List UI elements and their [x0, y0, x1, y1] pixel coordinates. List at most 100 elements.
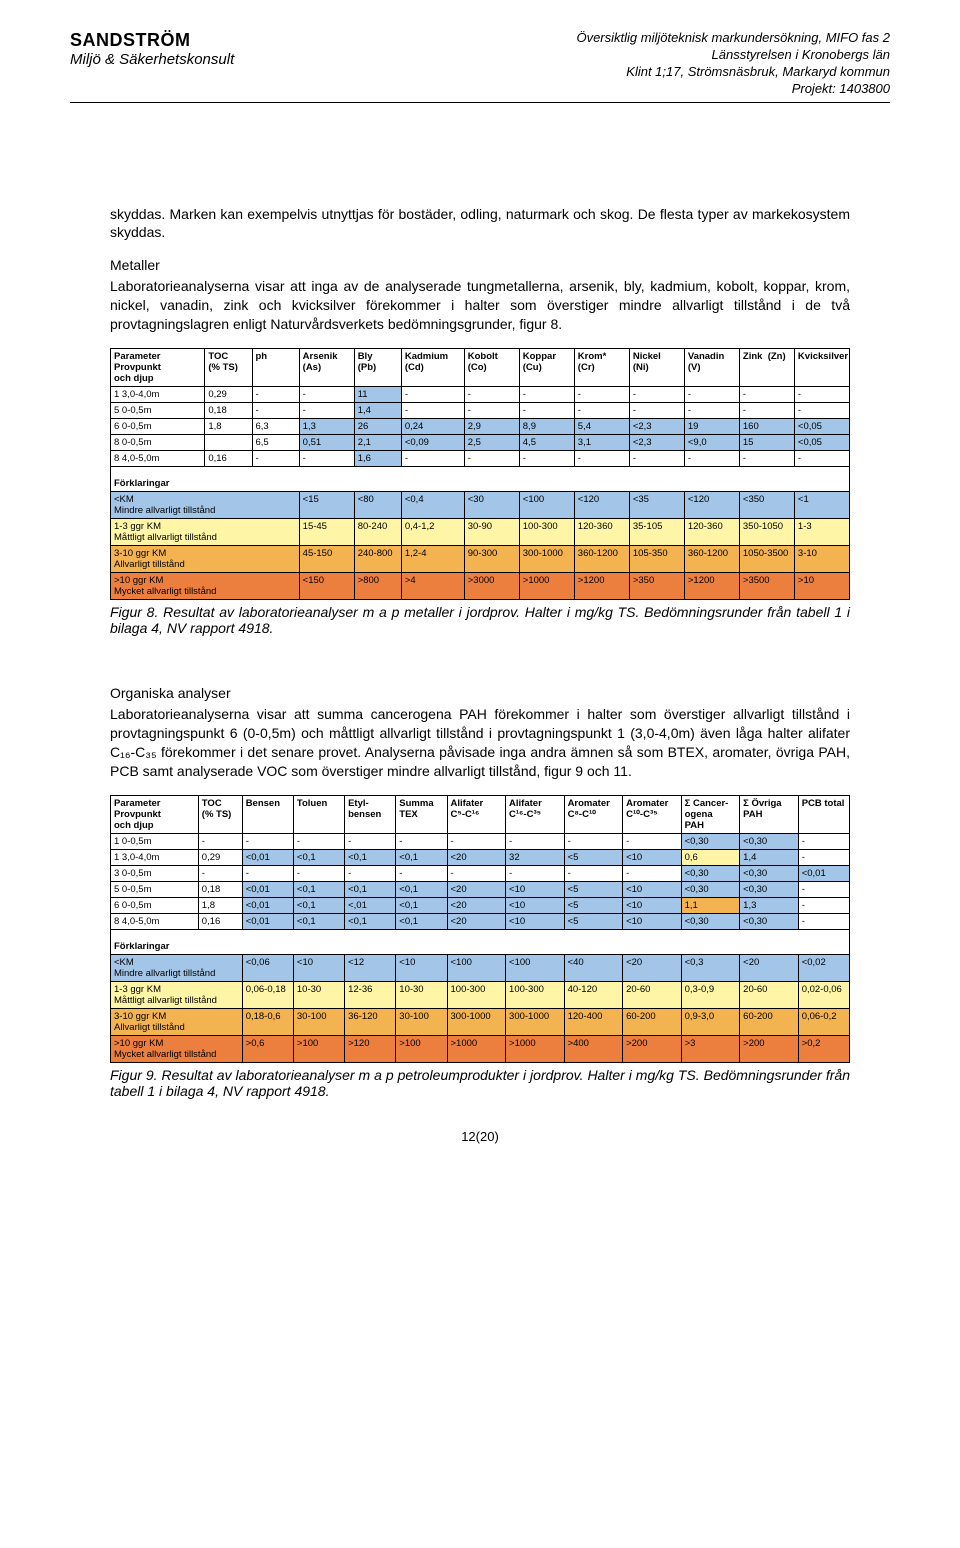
data-cell: 19: [684, 418, 739, 434]
legend-cell: 120-360: [574, 519, 629, 546]
legend-cell: 30-90: [464, 519, 519, 546]
legend-cell: >0,2: [798, 1036, 849, 1063]
header-line: Översiktlig miljöteknisk markundersöknin…: [576, 30, 890, 47]
legend-label: >10 ggr KM Mycket allvarligt tillstånd: [111, 1036, 243, 1063]
legend-cell: >1000: [519, 573, 574, 600]
legend-cell: 350-1050: [739, 519, 794, 546]
data-cell: -: [401, 386, 464, 402]
data-cell: <10: [623, 881, 682, 897]
legend-cell: 0,06-0,2: [798, 1009, 849, 1036]
data-cell: -: [623, 833, 682, 849]
data-cell: -: [299, 402, 354, 418]
header-right: Översiktlig miljöteknisk markundersöknin…: [576, 30, 890, 98]
legend-cell: 12-36: [345, 982, 396, 1009]
data-cell: -: [623, 865, 682, 881]
legend-cell: >4: [401, 573, 464, 600]
data-cell: 2,5: [464, 434, 519, 450]
data-cell: 1 3,0-4,0m: [111, 386, 205, 402]
data-cell: <5: [564, 881, 623, 897]
page-number: 12(20): [70, 1129, 890, 1144]
column-header: Aromater C⁸-C¹⁰: [564, 795, 623, 833]
paragraph: Laboratorieanalyserna visar att inga av …: [110, 277, 850, 334]
legend-cell: <0,02: [798, 955, 849, 982]
data-cell: 6,3: [252, 418, 299, 434]
legend-cell: 0,02-0,06: [798, 982, 849, 1009]
data-cell: <0,09: [401, 434, 464, 450]
legend-cell: 36-120: [345, 1009, 396, 1036]
data-cell: 1,8: [205, 418, 252, 434]
data-cell: 0,51: [299, 434, 354, 450]
data-cell: 0,18: [198, 881, 242, 897]
data-cell: -: [629, 450, 684, 466]
legend-cell: 45-150: [299, 546, 354, 573]
data-cell: <0,01: [242, 913, 293, 929]
legend-cell: 360-1200: [684, 546, 739, 573]
data-cell: <0,01: [242, 849, 293, 865]
data-cell: <0,05: [794, 434, 849, 450]
legend-cell: <120: [574, 492, 629, 519]
data-cell: -: [242, 865, 293, 881]
data-cell: -: [794, 386, 849, 402]
legend-cell: 20-60: [740, 982, 799, 1009]
data-cell: <0,30: [681, 865, 740, 881]
data-cell: <0,30: [681, 913, 740, 929]
legend-cell: <1: [794, 492, 849, 519]
legend-cell: <100: [519, 492, 574, 519]
legend-cell: <100: [506, 955, 565, 982]
data-cell: -: [252, 402, 299, 418]
legend-cell: 100-300: [506, 982, 565, 1009]
legend-header: Förklaringar: [111, 476, 850, 492]
metals-table: Parameter Provpunkt och djupTOC (% TS)ph…: [110, 348, 850, 601]
legend-label: 1-3 ggr KM Måttligt allvarligt tillstånd: [111, 982, 243, 1009]
data-cell: <0,30: [740, 913, 799, 929]
legend-cell: >1200: [574, 573, 629, 600]
data-cell: 32: [506, 849, 565, 865]
legend-cell: 300-1000: [519, 546, 574, 573]
legend-cell: 15-45: [299, 519, 354, 546]
data-cell: -: [739, 386, 794, 402]
legend-cell: >100: [396, 1036, 447, 1063]
legend-cell: 360-1200: [574, 546, 629, 573]
data-cell: -: [684, 386, 739, 402]
header-line: Projekt: 1403800: [576, 81, 890, 98]
column-header: Parameter Provpunkt och djup: [111, 795, 199, 833]
data-cell: 1 3,0-4,0m: [111, 849, 199, 865]
column-header: Kvicksilver (HG): [794, 348, 849, 386]
legend-label: 3-10 ggr KM Allvarligt tillstånd: [111, 546, 300, 573]
legend-cell: <350: [739, 492, 794, 519]
data-cell: -: [345, 865, 396, 881]
legend-cell: 0,18-0,6: [242, 1009, 293, 1036]
column-header: Parameter Provpunkt och djup: [111, 348, 205, 386]
section-heading: Metaller: [110, 257, 160, 273]
data-cell: <,01: [345, 897, 396, 913]
legend-cell: >0,6: [242, 1036, 293, 1063]
data-cell: 26: [354, 418, 401, 434]
data-cell: 6,5: [252, 434, 299, 450]
data-cell: 5,4: [574, 418, 629, 434]
legend-cell: 100-300: [447, 982, 506, 1009]
data-cell: 1 0-0,5m: [111, 833, 199, 849]
data-cell: -: [293, 833, 344, 849]
legend-cell: <10: [396, 955, 447, 982]
data-cell: <0,01: [242, 881, 293, 897]
data-cell: -: [293, 865, 344, 881]
data-cell: -: [506, 833, 565, 849]
legend-cell: <0,06: [242, 955, 293, 982]
data-cell: 1,6: [354, 450, 401, 466]
legend-cell: <80: [354, 492, 401, 519]
data-cell: -: [564, 833, 623, 849]
legend-cell: >3500: [739, 573, 794, 600]
column-header: Arsenik (As): [299, 348, 354, 386]
data-cell: 0,16: [205, 450, 252, 466]
data-cell: 8,9: [519, 418, 574, 434]
data-cell: <0,30: [740, 865, 799, 881]
data-cell: -: [464, 450, 519, 466]
data-cell: <0,1: [293, 881, 344, 897]
data-cell: -: [794, 450, 849, 466]
legend-cell: 300-1000: [447, 1009, 506, 1036]
data-cell: -: [574, 450, 629, 466]
data-cell: -: [794, 402, 849, 418]
data-cell: <10: [506, 913, 565, 929]
legend-cell: 300-1000: [506, 1009, 565, 1036]
legend-cell: 90-300: [464, 546, 519, 573]
